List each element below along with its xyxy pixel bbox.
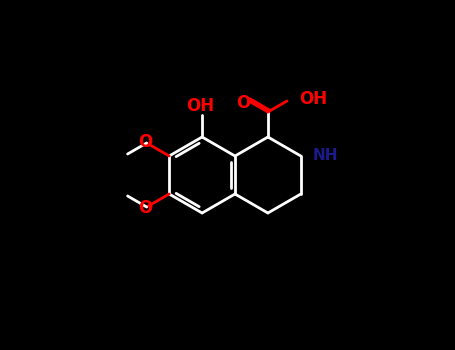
- Text: O: O: [138, 199, 153, 217]
- Text: OH: OH: [299, 90, 327, 108]
- Text: O: O: [236, 94, 250, 112]
- Text: NH: NH: [313, 148, 339, 163]
- Text: O: O: [138, 133, 153, 151]
- Text: OH: OH: [186, 97, 214, 115]
